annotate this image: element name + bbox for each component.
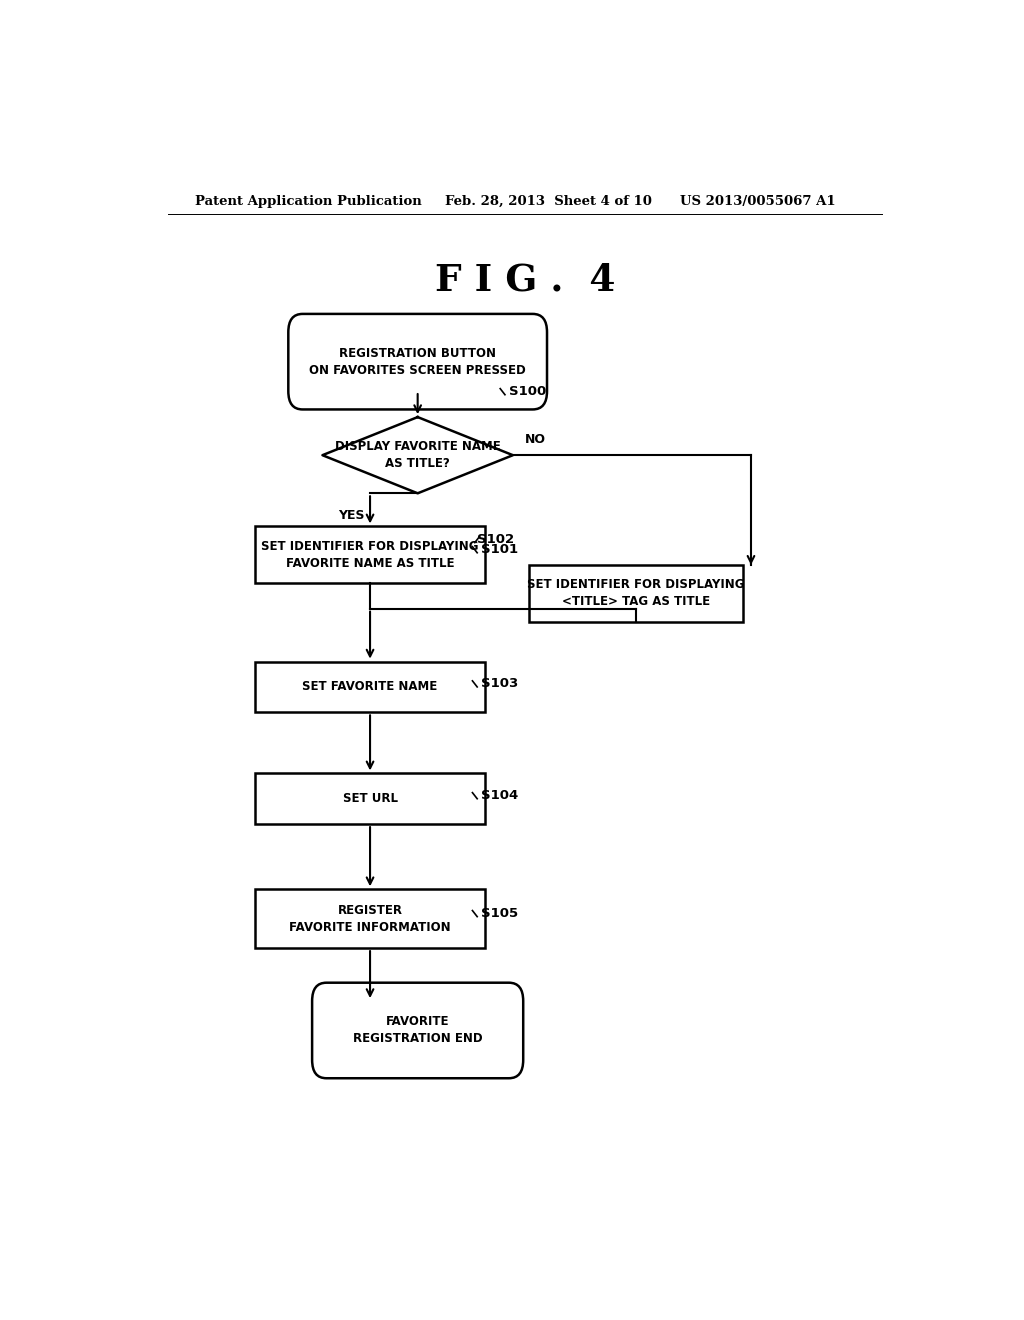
Text: F I G .  4: F I G . 4	[434, 261, 615, 298]
Text: S104: S104	[481, 789, 518, 803]
Text: S102: S102	[477, 533, 514, 546]
FancyBboxPatch shape	[312, 982, 523, 1078]
Text: REGISTRATION BUTTON
ON FAVORITES SCREEN PRESSED: REGISTRATION BUTTON ON FAVORITES SCREEN …	[309, 347, 526, 376]
Bar	[255, 890, 485, 948]
Text: S103: S103	[481, 677, 518, 690]
Bar	[255, 774, 485, 824]
Text: SET IDENTIFIER FOR DISPLAYING
<TITLE> TAG AS TITLE: SET IDENTIFIER FOR DISPLAYING <TITLE> TA…	[527, 578, 744, 609]
Text: DISPLAY FAVORITE NAME
AS TITLE?: DISPLAY FAVORITE NAME AS TITLE?	[335, 440, 501, 470]
Text: YES: YES	[338, 510, 365, 523]
Text: S100: S100	[509, 385, 546, 399]
Text: US 2013/0055067 A1: US 2013/0055067 A1	[680, 194, 836, 207]
Polygon shape	[323, 417, 513, 494]
Bar	[255, 661, 485, 713]
Text: NO: NO	[524, 433, 546, 446]
Text: SET URL: SET URL	[343, 792, 397, 805]
Bar	[255, 527, 485, 583]
Text: SET IDENTIFIER FOR DISPLAYING
FAVORITE NAME AS TITLE: SET IDENTIFIER FOR DISPLAYING FAVORITE N…	[261, 540, 479, 570]
FancyBboxPatch shape	[289, 314, 547, 409]
Text: REGISTER
FAVORITE INFORMATION: REGISTER FAVORITE INFORMATION	[289, 904, 451, 933]
Text: FAVORITE
REGISTRATION END: FAVORITE REGISTRATION END	[353, 1015, 482, 1045]
Text: Patent Application Publication: Patent Application Publication	[196, 194, 422, 207]
Bar	[528, 565, 743, 622]
Text: S101: S101	[481, 544, 518, 556]
Text: S105: S105	[481, 907, 518, 920]
Text: Feb. 28, 2013  Sheet 4 of 10: Feb. 28, 2013 Sheet 4 of 10	[445, 194, 652, 207]
Text: SET FAVORITE NAME: SET FAVORITE NAME	[302, 680, 437, 693]
